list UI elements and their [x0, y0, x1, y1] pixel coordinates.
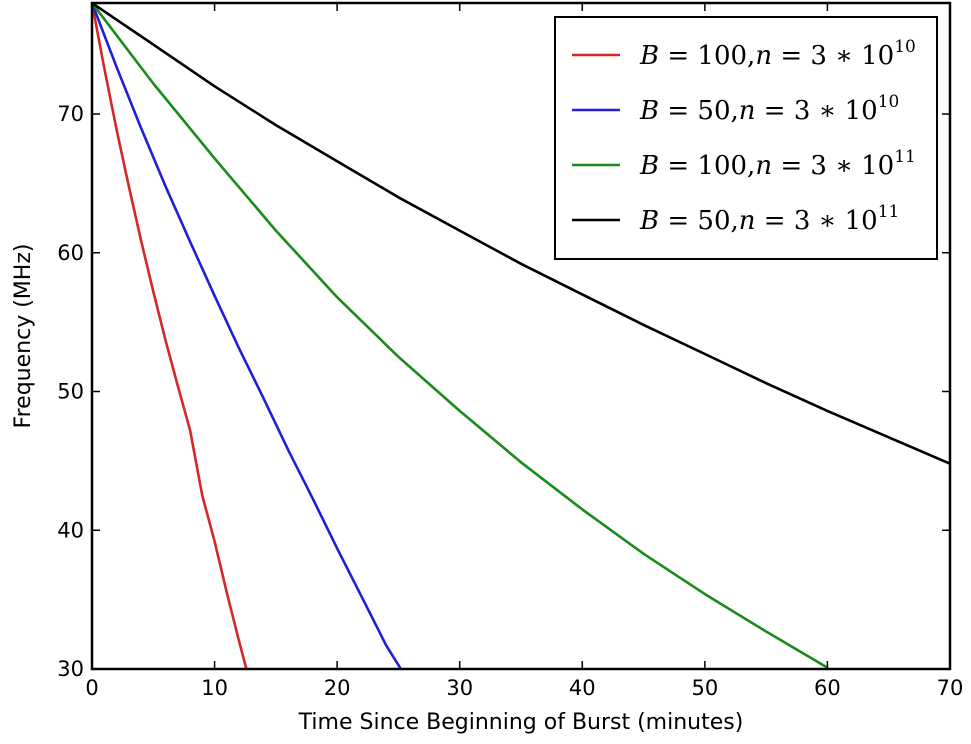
y-tick-label: 50	[57, 380, 84, 404]
series-line-1	[92, 3, 248, 669]
legend-label-1: B = 100,n = 3 ∗ 1010	[639, 37, 916, 71]
legend: B = 100,n = 3 ∗ 1010 B = 50,n = 3 ∗ 1010 B…	[554, 16, 938, 260]
y-tick-label: 70	[57, 102, 84, 126]
legend-label-2: B = 50,n = 3 ∗ 1010	[639, 92, 899, 126]
x-tick-label: 20	[324, 676, 351, 700]
x-tick-label: 30	[446, 676, 473, 700]
y-tick-label: 60	[57, 241, 84, 265]
series-line-3	[92, 3, 829, 669]
x-tick-label: 70	[937, 676, 964, 700]
x-axis-label: Time Since Beginning of Burst (minutes)	[298, 710, 744, 735]
x-tick-label: 50	[691, 676, 718, 700]
x-tick-label: 40	[569, 676, 596, 700]
y-tick-label: 40	[57, 518, 84, 542]
series-line-4	[92, 3, 950, 465]
series-layer	[92, 3, 950, 669]
plot-frame	[90, 1, 952, 671]
x-tick-label: 0	[85, 676, 98, 700]
x-tick-label: 10	[201, 676, 228, 700]
y-tick-label: 30	[57, 657, 84, 681]
x-tick-label: 60	[814, 676, 841, 700]
legend-label-4: B = 50,n = 3 ∗ 1011	[639, 202, 899, 236]
series-line-2	[92, 3, 403, 669]
y-axis-label: Frequency (MHz)	[11, 244, 36, 429]
legend-label-3: B = 100,n = 3 ∗ 1011	[639, 147, 916, 181]
legend-box	[554, 16, 938, 260]
axis-ticks: 0 10 20 30 40 50 60 70 30 40 50 60 70	[57, 3, 963, 700]
